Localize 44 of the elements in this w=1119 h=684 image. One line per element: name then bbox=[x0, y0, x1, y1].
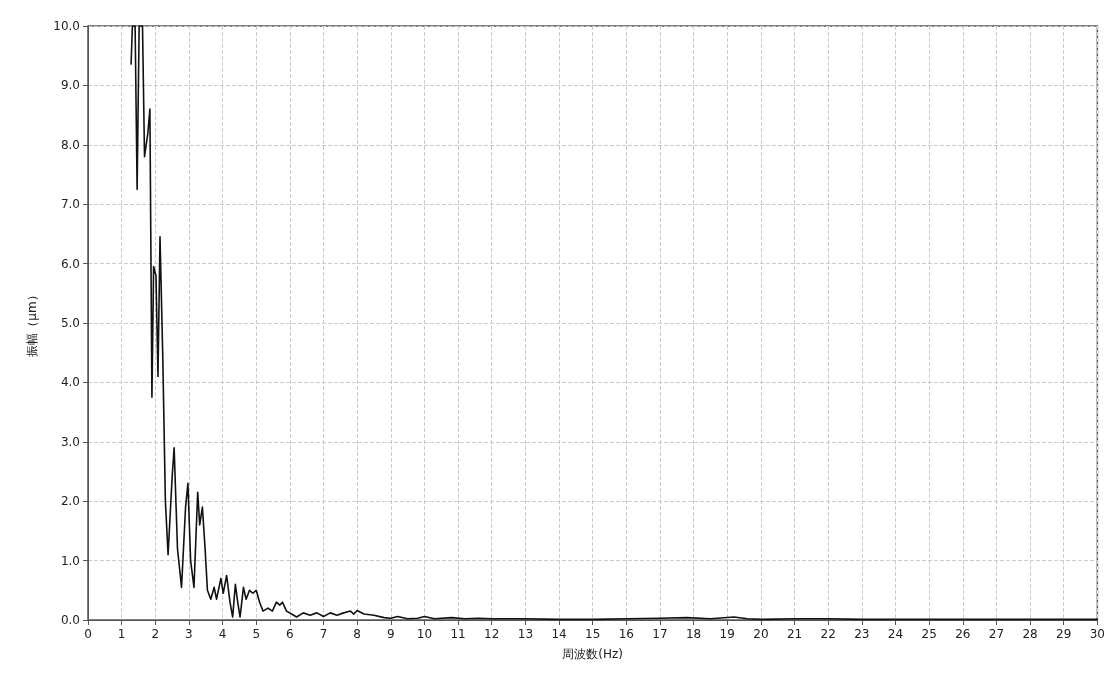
x-tick-label: 26 bbox=[955, 627, 971, 641]
x-tick-label: 21 bbox=[786, 627, 803, 641]
y-tick-label: 8.0 bbox=[60, 137, 80, 152]
y-tick-label: 3.0 bbox=[60, 434, 80, 449]
x-tick-label: 22 bbox=[820, 627, 836, 641]
x-tick-label: 27 bbox=[988, 627, 1005, 641]
x-tick-label: 18 bbox=[685, 627, 702, 641]
x-tick-label: 1 bbox=[117, 627, 126, 641]
y-tick-label: 10.0 bbox=[53, 19, 80, 33]
x-tick-label: 11 bbox=[450, 627, 466, 641]
x-axis-title: 周波数(Hz) bbox=[562, 647, 624, 661]
x-tick-label: 16 bbox=[618, 627, 634, 641]
x-tick-label: 10 bbox=[416, 627, 433, 641]
x-tick-label: 6 bbox=[286, 627, 294, 641]
y-tick-label: 6.0 bbox=[60, 256, 80, 271]
y-tick-label: 2.0 bbox=[60, 494, 80, 509]
y-axis-title: 振幅（μm） bbox=[25, 289, 39, 357]
x-tick-label: 12 bbox=[484, 627, 500, 641]
y-tick-label: 4.0 bbox=[60, 375, 80, 390]
x-tick-label: 7 bbox=[319, 627, 328, 641]
x-tick-label: 30 bbox=[1089, 627, 1106, 641]
x-tick-label: 28 bbox=[1022, 627, 1038, 641]
x-tick-label: 24 bbox=[887, 627, 904, 641]
x-tick-label: 20 bbox=[753, 627, 769, 641]
x-tick-label: 17 bbox=[652, 627, 668, 641]
x-tick-label: 5 bbox=[252, 627, 261, 641]
x-tick-label: 13 bbox=[517, 627, 534, 641]
x-tick-label: 19 bbox=[719, 627, 735, 641]
x-tick-label: 0 bbox=[84, 627, 92, 641]
x-tick-label: 25 bbox=[921, 627, 937, 641]
y-tick-label: 9.0 bbox=[60, 78, 80, 93]
x-tick-label: 2 bbox=[151, 627, 160, 641]
y-tick-label: 5.0 bbox=[60, 316, 80, 330]
y-tick-label: 1.0 bbox=[60, 553, 80, 568]
x-tick-label: 15 bbox=[585, 627, 601, 641]
x-tick-label: 9 bbox=[386, 627, 395, 641]
x-tick-label: 3 bbox=[185, 627, 193, 641]
x-tick-label: 29 bbox=[1056, 627, 1072, 641]
y-tick-label: 0.0 bbox=[60, 613, 80, 627]
x-tick-label: 14 bbox=[551, 627, 567, 641]
x-tick-label: 23 bbox=[854, 627, 870, 641]
y-tick-label: 7.0 bbox=[60, 197, 80, 212]
x-tick-label: 8 bbox=[353, 627, 361, 641]
x-tick-label: 4 bbox=[218, 627, 227, 641]
